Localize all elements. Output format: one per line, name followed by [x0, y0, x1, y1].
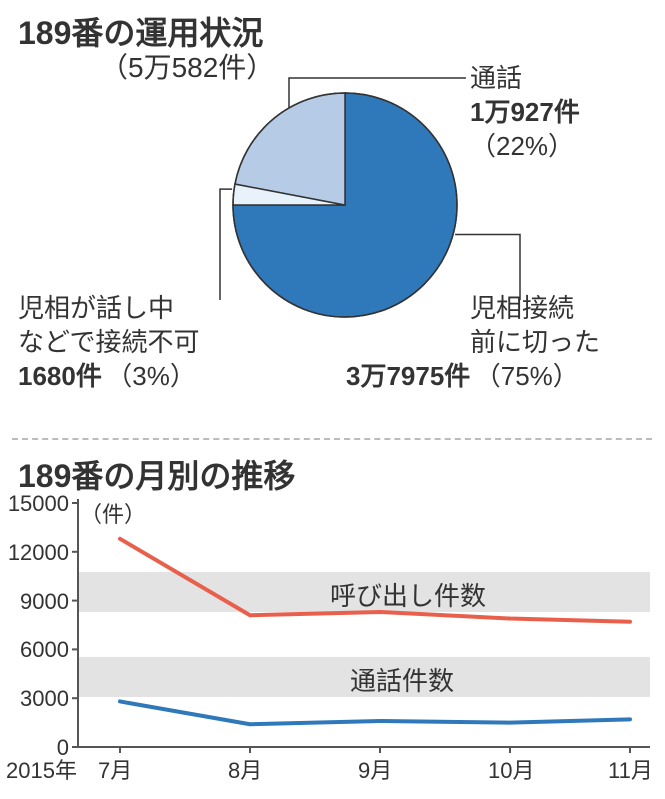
pie-count-busy: 1680件 （3%）: [18, 360, 196, 394]
line-section: 189番の月別の推移 （件） 呼び出し件数 通話件数 0 3000 6000 9…: [0, 445, 665, 795]
pie-label-busy: 児相が話し中 などで接続不可: [18, 292, 199, 360]
pie-label-hungup: 児相接続 前に切った: [470, 292, 600, 360]
line-chart: （件） 呼び出し件数 通話件数 0 3000 6000 9000 12000 1…: [0, 491, 665, 791]
y-tick: 6000: [0, 637, 69, 663]
divider: [12, 438, 652, 440]
pie-count-hungup: 3万7975件 （75%）: [346, 360, 579, 394]
y-tick: 9000: [0, 589, 69, 615]
x-tick: 8月: [228, 753, 262, 785]
pie-section: 189番の運用状況 （5万582件） 通話 1万927件 （22%） 児相接続 …: [0, 0, 665, 440]
pie-label-connected: 通話 1万927件 （22%）: [470, 62, 580, 163]
x-tick: 9月: [358, 753, 392, 785]
x-tick: 10月: [488, 753, 534, 785]
x-tick: 7月: [98, 753, 132, 785]
x-year: 2015年: [6, 753, 77, 785]
y-tick: 12000: [0, 540, 69, 566]
y-tick: 3000: [0, 686, 69, 712]
x-tick: 11月: [608, 753, 653, 785]
y-tick: 15000: [0, 491, 69, 517]
